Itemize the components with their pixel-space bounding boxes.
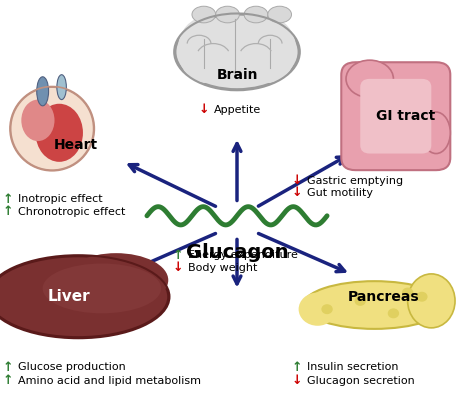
Ellipse shape xyxy=(21,100,55,141)
Text: ↓: ↓ xyxy=(292,186,302,200)
Text: Gut motility: Gut motility xyxy=(307,188,373,198)
Text: GI tract: GI tract xyxy=(375,109,435,123)
Circle shape xyxy=(355,296,366,306)
Ellipse shape xyxy=(299,293,337,326)
Circle shape xyxy=(416,292,428,302)
Ellipse shape xyxy=(57,75,66,100)
Text: Brain: Brain xyxy=(216,68,258,82)
Ellipse shape xyxy=(178,17,235,83)
Ellipse shape xyxy=(175,15,299,89)
Ellipse shape xyxy=(11,87,93,170)
Text: Glucagon: Glucagon xyxy=(186,243,288,262)
Ellipse shape xyxy=(408,274,455,328)
Text: Appetite: Appetite xyxy=(214,105,262,115)
Circle shape xyxy=(402,288,413,298)
Text: Liver: Liver xyxy=(47,289,90,304)
Circle shape xyxy=(388,308,399,318)
Text: ↓: ↓ xyxy=(173,261,183,274)
Ellipse shape xyxy=(0,256,168,337)
Text: Amino acid and lipid metabolism: Amino acid and lipid metabolism xyxy=(18,376,201,386)
Text: ↓: ↓ xyxy=(199,103,210,117)
Text: Glucagon secretion: Glucagon secretion xyxy=(307,376,414,386)
Text: ↑: ↑ xyxy=(2,193,13,206)
Ellipse shape xyxy=(43,264,161,313)
Ellipse shape xyxy=(36,77,49,106)
Text: ↑: ↑ xyxy=(2,205,13,218)
Text: ↑: ↑ xyxy=(2,361,13,374)
Ellipse shape xyxy=(422,112,450,154)
Circle shape xyxy=(321,304,333,314)
Text: ↑: ↑ xyxy=(292,361,302,374)
Text: ↑: ↑ xyxy=(2,374,13,388)
Ellipse shape xyxy=(244,6,268,23)
Text: Pancreas: Pancreas xyxy=(348,290,420,304)
Ellipse shape xyxy=(36,104,83,162)
Text: Inotropic effect: Inotropic effect xyxy=(18,194,102,204)
Ellipse shape xyxy=(64,253,168,307)
Text: Heart: Heart xyxy=(54,138,98,152)
Text: ↓: ↓ xyxy=(292,174,302,187)
Text: ↓: ↓ xyxy=(292,374,302,388)
Ellipse shape xyxy=(239,17,296,83)
Text: Glucose production: Glucose production xyxy=(18,362,125,372)
Text: Body weight: Body weight xyxy=(188,263,257,273)
FancyBboxPatch shape xyxy=(341,62,450,170)
Text: Chronotropic effect: Chronotropic effect xyxy=(18,207,125,217)
Text: Insulin secretion: Insulin secretion xyxy=(307,362,398,372)
Ellipse shape xyxy=(192,6,216,23)
Ellipse shape xyxy=(346,60,393,98)
FancyBboxPatch shape xyxy=(360,79,431,154)
Text: ↑: ↑ xyxy=(173,249,183,262)
Text: Gastric emptying: Gastric emptying xyxy=(307,176,403,186)
Ellipse shape xyxy=(303,281,446,329)
Ellipse shape xyxy=(216,6,239,23)
Text: Energy expenditure: Energy expenditure xyxy=(188,250,298,260)
Ellipse shape xyxy=(268,6,292,23)
Ellipse shape xyxy=(0,280,73,322)
